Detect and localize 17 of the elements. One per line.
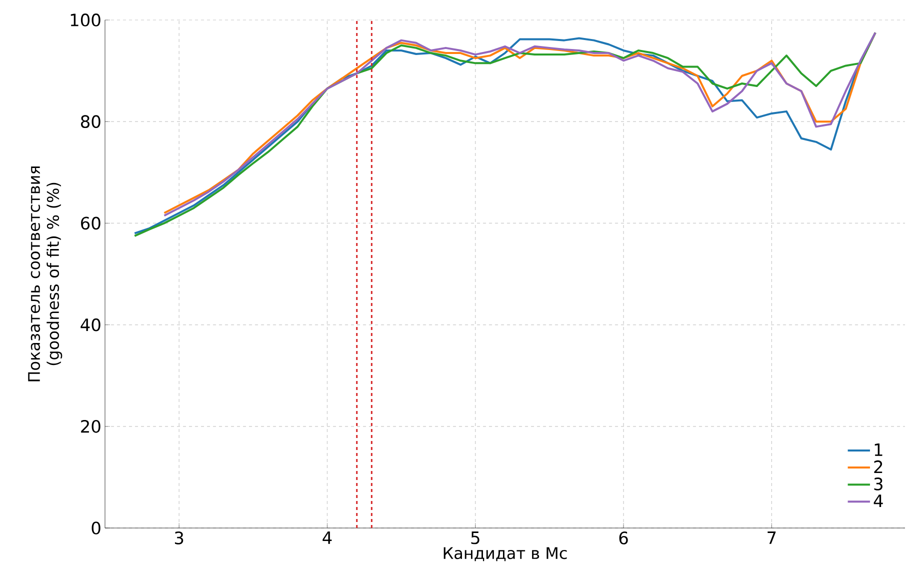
y-tick-label: 20 bbox=[81, 420, 100, 433]
legend-label: 3 bbox=[874, 478, 882, 490]
legend-label: 1 bbox=[874, 444, 882, 456]
y-axis-title: Показатель соответствия (goodness of fit) % (%) bbox=[28, 166, 62, 382]
x-tick-label: 4 bbox=[322, 532, 332, 544]
y-tick-label: 100 bbox=[70, 14, 100, 26]
x-tick-label: 5 bbox=[471, 532, 480, 544]
x-axis-title: Кандидат в Mc bbox=[444, 547, 567, 562]
y-tick-label: 60 bbox=[81, 216, 100, 230]
legend-label: 4 bbox=[874, 494, 883, 508]
y-tick-label: 80 bbox=[80, 115, 100, 128]
x-tick-label: 3 bbox=[174, 532, 184, 544]
y-tick-label: 0 bbox=[92, 522, 100, 534]
y-tick-label: 40 bbox=[80, 318, 100, 332]
x-tick-label: 6 bbox=[619, 532, 628, 544]
legend-label: 2 bbox=[874, 460, 882, 474]
x-tick-label: 7 bbox=[768, 532, 776, 544]
